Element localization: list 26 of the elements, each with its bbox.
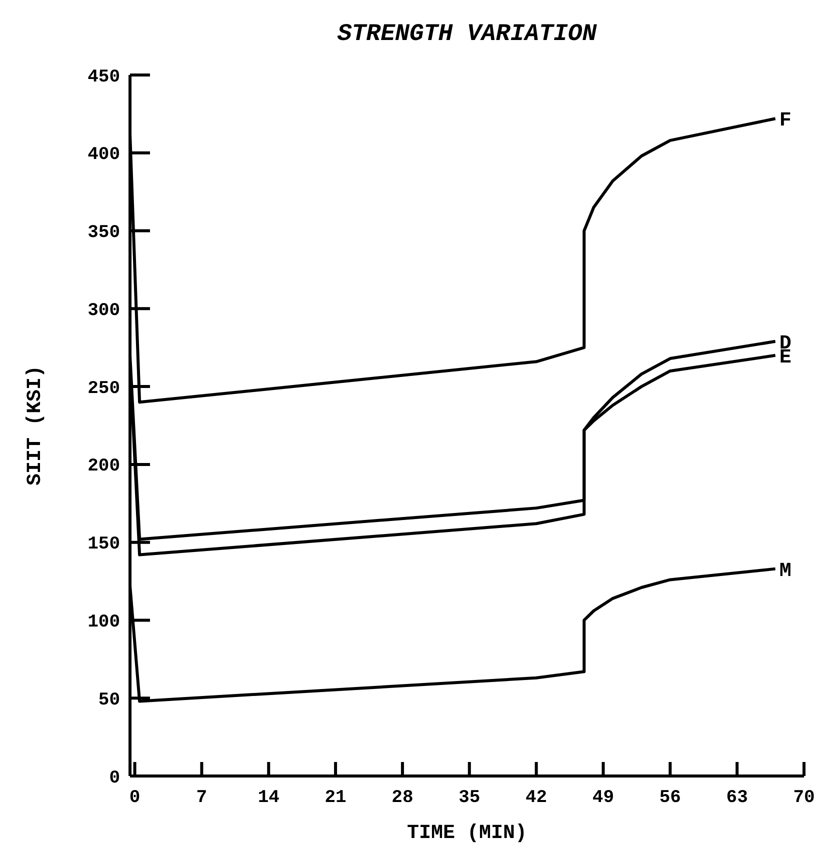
x-tick-label: 21 [324, 788, 347, 808]
x-tick-label: 49 [592, 788, 614, 808]
y-tick-label: 150 [88, 534, 120, 555]
x-tick-label: 42 [526, 788, 548, 808]
x-tick-label: 35 [458, 788, 480, 808]
x-tick-label: 14 [258, 788, 280, 808]
y-axis-title: SIIT (KSI) [24, 365, 47, 486]
x-tick-label: 63 [726, 788, 748, 808]
chart-title: STRENGTH VARIATION [337, 21, 598, 48]
x-tick-label: 56 [659, 788, 681, 808]
y-tick-label: 0 [109, 768, 120, 788]
y-tick-label: 350 [88, 223, 120, 244]
y-tick-label: 100 [88, 612, 120, 633]
x-tick-label: 28 [392, 788, 414, 808]
x-tick-label: 0 [129, 788, 140, 808]
y-tick-label: 50 [98, 690, 120, 710]
series-label: M [779, 560, 792, 583]
series-label: F [779, 110, 792, 133]
x-tick-label: 70 [793, 788, 815, 808]
x-tick-label: 7 [196, 788, 208, 808]
y-tick-label: 250 [88, 378, 120, 399]
y-tick-label: 200 [88, 456, 120, 477]
x-axis-title: TIME (MIN) [406, 822, 528, 845]
y-tick-label: 400 [88, 145, 120, 166]
y-tick-label: 450 [88, 67, 120, 88]
y-tick-label: 300 [88, 300, 120, 321]
